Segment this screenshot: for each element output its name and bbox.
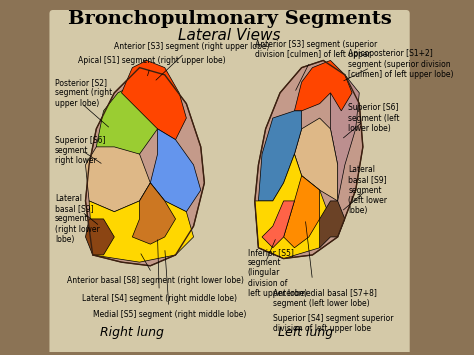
Polygon shape xyxy=(121,60,186,140)
Polygon shape xyxy=(330,75,359,201)
Polygon shape xyxy=(258,111,301,201)
Text: Bronchopulmonary Segments: Bronchopulmonary Segments xyxy=(68,10,392,28)
Text: Posterior [S2]
segment (right
upper lobe): Posterior [S2] segment (right upper lobe… xyxy=(55,78,112,108)
Polygon shape xyxy=(150,129,201,212)
Text: Apicoposterior [S1+2]
segment (superior division
[culmen] of left upper lobe): Apicoposterior [S1+2] segment (superior … xyxy=(348,49,454,79)
FancyBboxPatch shape xyxy=(49,10,410,355)
Polygon shape xyxy=(262,201,294,248)
Text: Superior [S4] segment superior
division of left upper lobe: Superior [S4] segment superior division … xyxy=(273,314,393,333)
Text: Lateral
basal [S9]
segment
(left lower
lobe): Lateral basal [S9] segment (left lower l… xyxy=(348,165,387,215)
Text: Superior [S6]
segment
right lower: Superior [S6] segment right lower xyxy=(55,136,105,165)
Text: Lateral [S4] segment (right middle lobe): Lateral [S4] segment (right middle lobe) xyxy=(82,240,237,303)
Text: Superior [S6]
segment (left
lower lobe): Superior [S6] segment (left lower lobe) xyxy=(348,103,400,133)
Polygon shape xyxy=(319,201,345,248)
Text: Inferior [S5]
segment
(lingular
division of
left upper lobe): Inferior [S5] segment (lingular division… xyxy=(247,248,307,298)
Polygon shape xyxy=(283,176,319,248)
Text: Anterior [S3] segment (right upper lobe): Anterior [S3] segment (right upper lobe) xyxy=(114,42,270,80)
Text: Lateral
basal [S9]
segment
(right lower
lobe): Lateral basal [S9] segment (right lower … xyxy=(55,193,100,244)
Polygon shape xyxy=(132,183,175,244)
Polygon shape xyxy=(96,82,157,154)
Polygon shape xyxy=(85,219,114,255)
Text: Anterior [S3] segment (superior
division [culmen] of left upper: Anterior [S3] segment (superior division… xyxy=(255,40,377,91)
Text: Anteromedial basal [S7+8]
segment (left lower lobe): Anteromedial basal [S7+8] segment (left … xyxy=(273,289,377,308)
Text: Lateral Views: Lateral Views xyxy=(178,28,281,43)
Polygon shape xyxy=(255,60,363,258)
Text: Apical [S1] segment (right upper lobe): Apical [S1] segment (right upper lobe) xyxy=(78,56,226,76)
Polygon shape xyxy=(294,118,337,201)
Text: Medial [S5] segment (right middle lobe): Medial [S5] segment (right middle lobe) xyxy=(93,251,246,319)
Polygon shape xyxy=(85,136,150,212)
Polygon shape xyxy=(294,60,352,111)
Text: Right lung: Right lung xyxy=(100,326,164,339)
Polygon shape xyxy=(255,154,330,258)
Polygon shape xyxy=(85,67,204,266)
Text: Anterior basal [S8] segment (right lower lobe): Anterior basal [S8] segment (right lower… xyxy=(67,254,245,285)
Polygon shape xyxy=(89,183,193,262)
Text: Left lung: Left lung xyxy=(278,326,333,339)
